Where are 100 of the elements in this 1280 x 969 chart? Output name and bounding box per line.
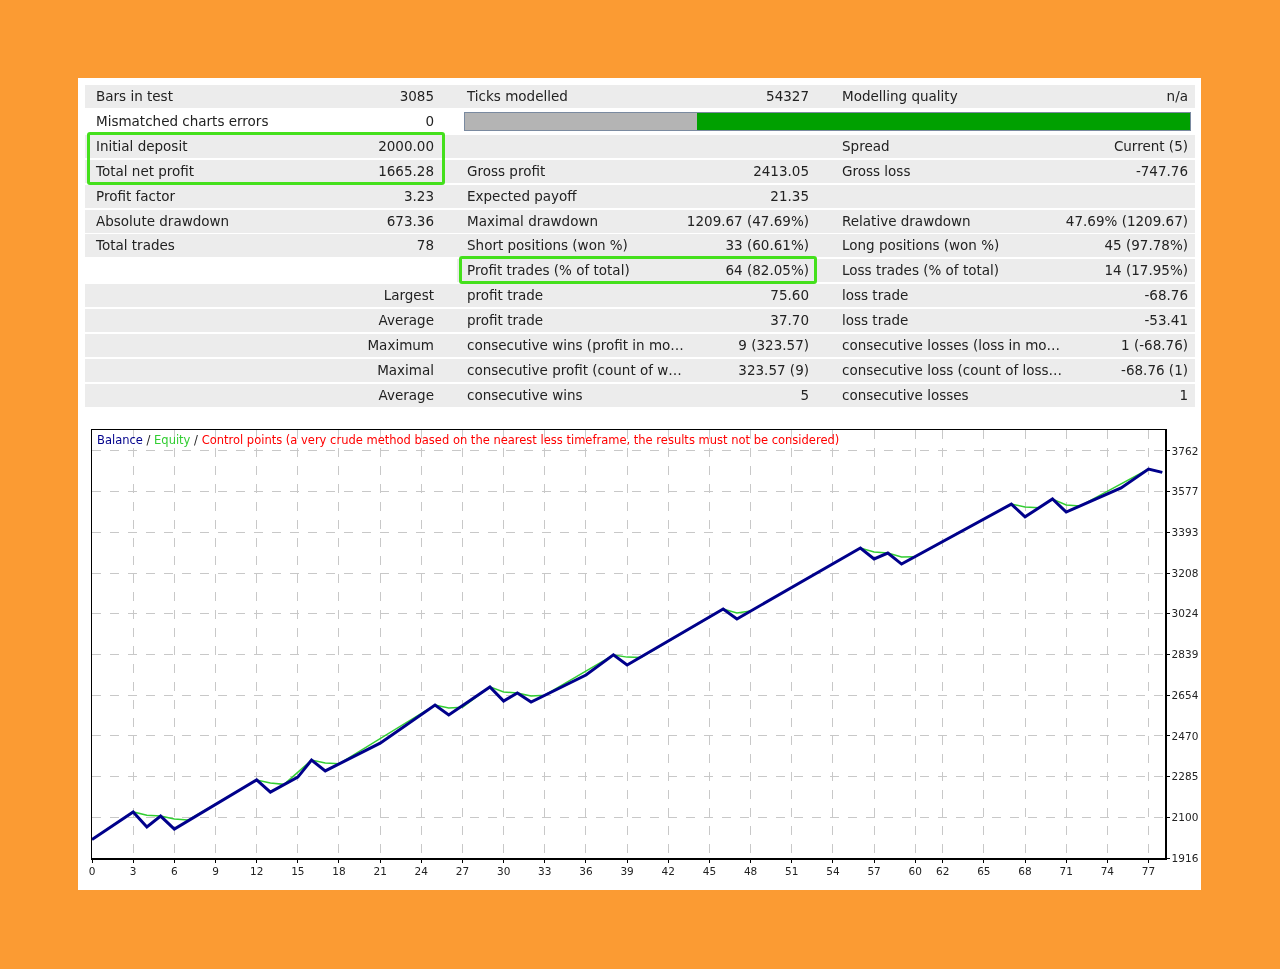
text: 33 (60.61%) [725, 236, 809, 256]
text: consecutive loss (count of loss… [842, 360, 1063, 380]
text: Gross loss [842, 161, 911, 181]
text: Spread [842, 136, 890, 156]
x-tick-label: 27 [455, 865, 470, 878]
text: Ticks modelled [467, 87, 568, 106]
text: consecutive wins [467, 385, 583, 405]
y-tick-label: 3577 [1171, 485, 1199, 498]
y-tick-label: 3024 [1171, 607, 1199, 620]
text: Short positions (won %) [467, 236, 628, 256]
text: 1665.28 [378, 161, 434, 181]
x-tick-label: 45 [702, 865, 717, 878]
text: Profit factor [96, 186, 176, 206]
text: Absolute drawdown [96, 211, 230, 231]
text: 0 [425, 111, 434, 131]
text: consecutive losses (loss in mo… [842, 336, 1061, 355]
y-tick-label: 2839 [1171, 648, 1199, 661]
text: Balance [97, 433, 143, 447]
x-tick-label: 18 [332, 865, 346, 878]
y-tick-label: 2100 [1171, 811, 1199, 824]
text: 1 (-68.76) [1121, 336, 1188, 355]
annotation: / [146, 433, 151, 447]
text: 323.57 (9) [738, 360, 809, 380]
text: 64 (82.05%) [725, 261, 809, 281]
text: Loss trades (% of total) [842, 261, 1000, 281]
text: Relative drawdown [842, 211, 971, 231]
text: Maximum [367, 336, 434, 355]
text: 45 (97.78%) [1104, 236, 1188, 256]
text: 21.35 [770, 186, 809, 206]
x-tick-label: 65 [977, 865, 991, 878]
x-tick-label: 57 [867, 865, 881, 878]
y-tick-label: 3762 [1171, 444, 1199, 457]
text: Long positions (won %) [842, 236, 1000, 256]
text: 5 [800, 385, 809, 405]
x-tick-label: 51 [785, 865, 799, 878]
text: 1 [1179, 385, 1188, 405]
text: consecutive losses [842, 385, 969, 405]
text: Mismatched charts errors [96, 111, 269, 131]
x-tick-label: 71 [1059, 865, 1073, 878]
text: 2413.05 [753, 161, 809, 181]
text: -68.76 (1) [1121, 360, 1188, 380]
text: consecutive wins (profit in mo… [467, 336, 684, 355]
x-tick-label: 54 [826, 865, 840, 878]
x-tick-label: 60 [908, 865, 922, 878]
x-tick-label: 6 [170, 865, 178, 878]
text: consecutive profit (count of w… [467, 360, 682, 380]
text: Initial deposit [96, 136, 188, 156]
annotation: Control points (a very crude method based on the nearest less timeframe, the results must not be considered) [201, 433, 840, 447]
text: Largest [383, 286, 434, 306]
text: Total trades [96, 236, 175, 256]
y-tick-label: 3393 [1171, 525, 1199, 538]
text: 54327 [766, 87, 809, 106]
text: -68.76 [1144, 286, 1188, 306]
text: Current (5) [1113, 136, 1188, 156]
text: Maximal drawdown [467, 211, 598, 231]
text: 9 (323.57) [738, 336, 809, 355]
x-tick-label: 62 [936, 865, 950, 878]
text: 673.36 [386, 211, 434, 231]
text: 1209.67 (47.69%) [686, 211, 809, 231]
text: Profit trades (% of total) [467, 261, 630, 281]
x-tick-label: 15 [291, 865, 305, 878]
x-tick-label: 36 [579, 865, 593, 878]
text: Average [378, 385, 434, 405]
text: 2000.00 [378, 136, 434, 156]
x-tick-label: 21 [373, 865, 387, 878]
text: Expected payoff [467, 186, 577, 206]
y-tick-label: 2285 [1171, 770, 1199, 783]
text: 14 (17.95%) [1104, 261, 1188, 281]
y-tick-label: 3208 [1171, 566, 1199, 579]
text: profit trade [467, 311, 544, 331]
y-tick-label: 2470 [1171, 729, 1199, 742]
text: -747.76 [1135, 161, 1188, 181]
y-tick-label: 2654 [1171, 688, 1199, 701]
x-tick-label: 39 [620, 865, 634, 878]
text: -53.41 [1144, 311, 1188, 331]
x-tick-label: 24 [414, 865, 429, 878]
text: n/a [1166, 87, 1188, 106]
x-tick-label: 48 [743, 865, 758, 878]
text: loss trade [842, 311, 909, 331]
text: Equity [154, 433, 191, 447]
x-tick-label: 30 [496, 865, 511, 878]
x-tick-label: 3 [129, 865, 137, 878]
annotation: / [194, 433, 199, 447]
text: Modelling quality [842, 87, 958, 106]
x-tick-label: 9 [212, 865, 219, 878]
text: 37.70 [770, 311, 809, 331]
text: 3085 [399, 87, 434, 106]
x-tick-label: 0 [88, 865, 96, 878]
text: 75.60 [770, 286, 809, 306]
x-tick-label: 12 [249, 865, 264, 878]
text: Total net profit [96, 161, 195, 181]
text: Bars in test [96, 87, 173, 106]
x-tick-label: 68 [1018, 865, 1032, 878]
text: Maximal [377, 360, 434, 380]
text: Gross profit [467, 161, 546, 181]
text: 78 [416, 236, 434, 256]
x-tick-label: 77 [1141, 865, 1156, 878]
text: 3.23 [403, 186, 434, 206]
y-tick-label: 1916 [1171, 851, 1199, 864]
text: profit trade [467, 286, 544, 306]
